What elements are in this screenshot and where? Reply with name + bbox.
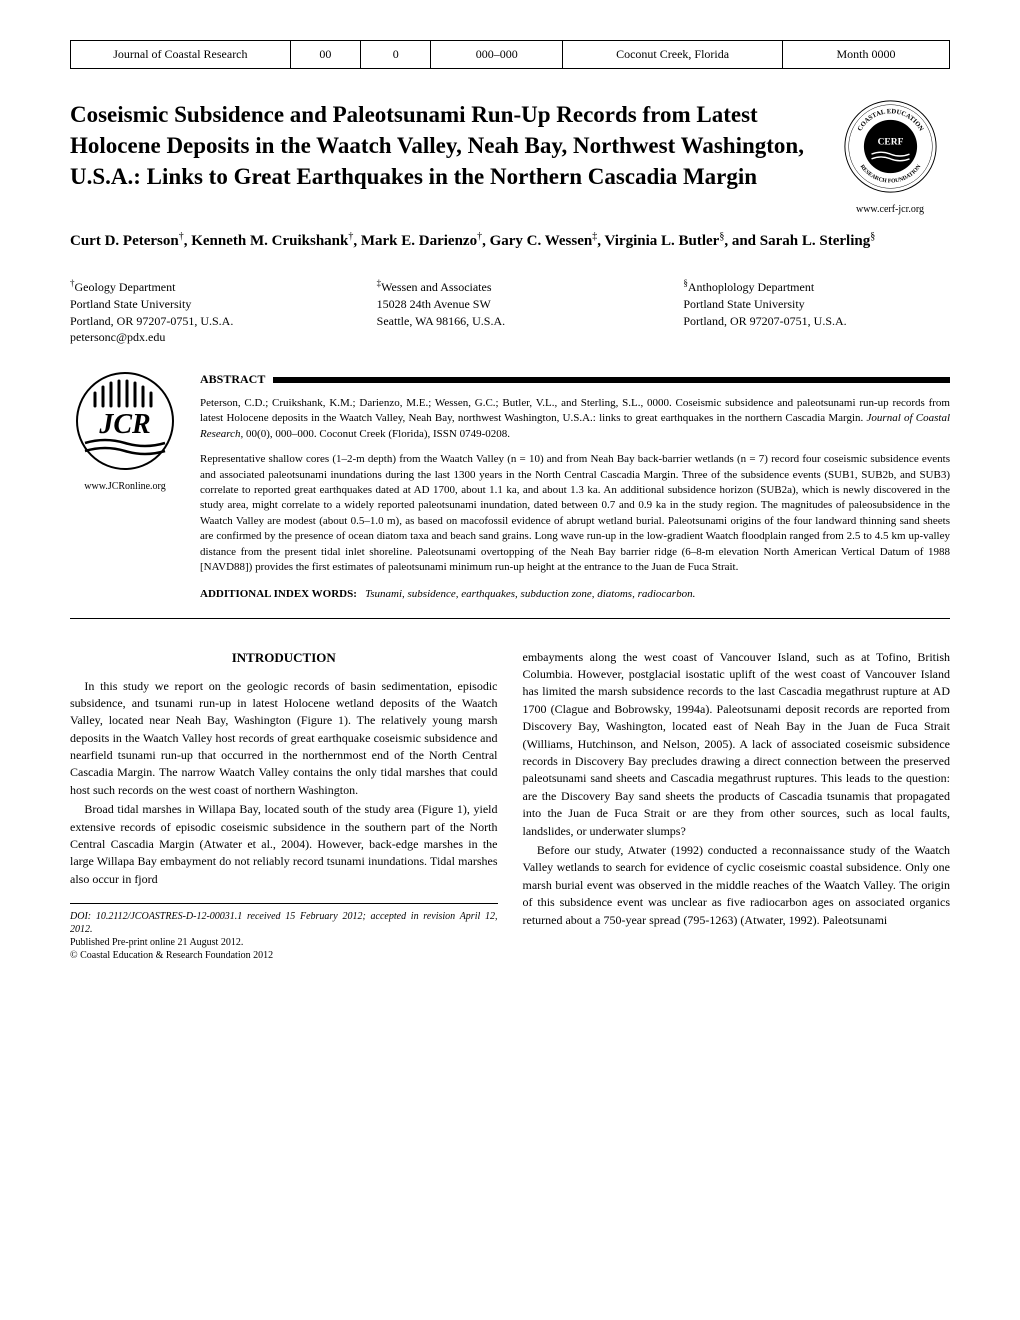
intro-para-1: In this study we report on the geologic … bbox=[70, 678, 498, 800]
footnote-published: Published Pre-print online 21 August 201… bbox=[70, 936, 498, 949]
journal-header-table: Journal of Coastal Research 00 0 000–000… bbox=[70, 40, 950, 69]
header-location: Coconut Creek, Florida bbox=[563, 41, 783, 69]
abstract-body: Representative shallow cores (1–2-m dept… bbox=[200, 452, 950, 575]
intro-para-2: Broad tidal marshes in Willapa Bay, loca… bbox=[70, 801, 498, 888]
authors-line: Curt D. Peterson†, Kenneth M. Cruikshank… bbox=[70, 230, 950, 252]
footnote-block: DOI: 10.2112/JCOASTRES-D-12-00031.1 rece… bbox=[70, 903, 498, 962]
intro-para-3: embayments along the west coast of Vanco… bbox=[523, 649, 951, 840]
article-title: Coseismic Subsidence and Paleotsunami Ru… bbox=[70, 99, 810, 192]
abstract-content: ABSTRACT Peterson, C.D.; Cruikshank, K.M… bbox=[200, 371, 950, 602]
header-journal: Journal of Coastal Research bbox=[71, 41, 291, 69]
header-pages: 000–000 bbox=[431, 41, 563, 69]
body-text: INTRODUCTION In this study we report on … bbox=[70, 649, 950, 963]
intro-heading: INTRODUCTION bbox=[70, 649, 498, 668]
abstract-section: JCR www.JCRonline.org ABSTRACT Peterson,… bbox=[70, 371, 950, 618]
svg-text:JCR: JCR bbox=[98, 409, 150, 440]
footnote-doi: DOI: 10.2112/JCOASTRES-D-12-00031.1 rece… bbox=[70, 910, 498, 936]
jcr-logo-block: JCR www.JCRonline.org bbox=[70, 371, 180, 602]
cerf-seal-icon: COASTAL EDUCATION RESEARCH FOUNDATION CE… bbox=[843, 99, 938, 194]
svg-text:CERF: CERF bbox=[877, 138, 903, 148]
header-date: Month 0000 bbox=[782, 41, 949, 69]
affiliations-row: †Geology Department Portland State Unive… bbox=[70, 277, 950, 346]
affiliation-3: §Anthoplology Department Portland State … bbox=[683, 277, 950, 346]
cerf-badge: COASTAL EDUCATION RESEARCH FOUNDATION CE… bbox=[830, 99, 950, 215]
abstract-heading: ABSTRACT bbox=[200, 371, 950, 388]
affiliation-1: †Geology Department Portland State Unive… bbox=[70, 277, 337, 346]
jcr-logo-icon: JCR bbox=[75, 371, 175, 471]
cerf-url: www.cerf-jcr.org bbox=[830, 204, 950, 215]
index-words: ADDITIONAL INDEX WORDS: Tsunami, subside… bbox=[200, 587, 950, 602]
header-vol: 00 bbox=[290, 41, 360, 69]
abstract-citation: Peterson, C.D.; Cruikshank, K.M.; Darien… bbox=[200, 396, 950, 442]
affiliation-2: ‡Wessen and Associates 15028 24th Avenue… bbox=[377, 277, 644, 346]
intro-para-4: Before our study, Atwater (1992) conduct… bbox=[523, 842, 951, 929]
jcr-url: www.JCRonline.org bbox=[70, 481, 180, 492]
footnote-copyright: © Coastal Education & Research Foundatio… bbox=[70, 949, 498, 962]
header-issue: 0 bbox=[361, 41, 431, 69]
